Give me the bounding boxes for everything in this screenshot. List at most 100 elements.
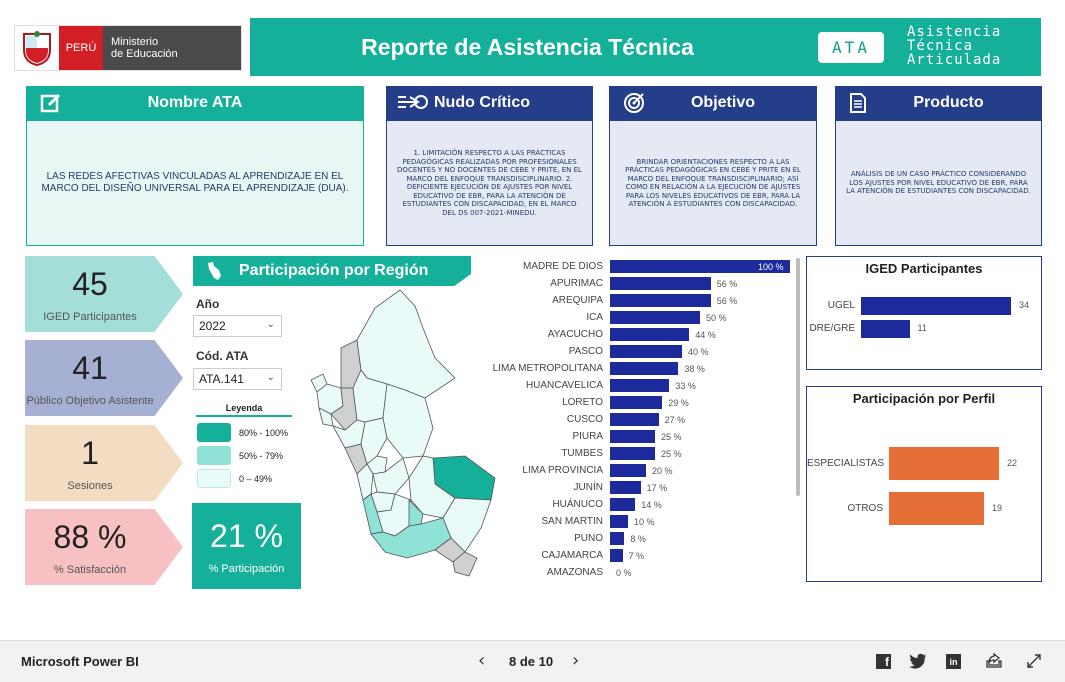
region-bar[interactable] [610,362,679,375]
iged-chart-label: DRE/GRE [809,323,855,334]
perfil-chart-value: 19 [992,502,1003,513]
kpi-sesiones-label: Sesiones [67,479,113,492]
region-bar-value: 27 % [664,415,686,425]
region-bar-value: 25 % [661,449,682,459]
ata-line1: Asistencia [907,24,1002,40]
region-bar-value: 17 % [646,483,668,493]
region-title: Participación por Región [239,262,429,279]
legend-swatch-mid [197,446,231,465]
region-bar[interactable] [610,481,641,494]
region-bar-value: 0 % [616,568,632,578]
region-bar[interactable] [610,413,659,426]
region-bar-value: 33 % [675,381,696,391]
region-bar[interactable] [610,379,670,392]
region-bar[interactable] [610,311,700,324]
nudo-critico-text: 1. LIMITACIÓN RESPECTO A LAS PRÁCTICAS P… [386,120,593,246]
region-bar-label: AYACUCHO [547,329,603,340]
peru-map-icon [205,261,223,285]
region-bar-label: MADRE DE DIOS [522,261,603,272]
nombre-ata-title: Nombre ATA [147,94,243,111]
legend-swatch-high [197,423,231,442]
perfil-bar-chart[interactable]: ESPECIALISTAS 22 OTROS 19 [807,447,1043,547]
year-value: 2022 [199,319,226,333]
next-page-icon[interactable]: › [572,650,580,671]
iged-chart-bar[interactable] [861,297,1011,315]
iged-chart-value: 34 [1019,300,1030,310]
iged-bar-chart[interactable]: UGEL 34 DRE/GRE 11 [807,297,1043,357]
region-bar[interactable] [610,277,711,290]
region-bar-value: 100 % [758,262,784,272]
fullscreen-icon[interactable] [1026,653,1042,673]
region-bar-value: 8 % [630,534,646,544]
perfil-chart-label: OTROS [847,502,883,514]
nombre-ata-header: Nombre ATA [26,86,364,120]
region-bar-value: 25 % [661,432,682,442]
peru-map[interactable] [305,288,505,578]
legend-title: Leyenda [196,403,292,417]
region-bar-label: SAN MARTIN [541,516,604,527]
region-bar-label: TUMBES [561,448,603,459]
code-dropdown[interactable]: ATA.141 ⌄ [193,368,282,390]
objetivo-title: Objetivo [690,94,755,111]
year-dropdown[interactable]: 2022 ⌄ [193,315,282,337]
region-bar[interactable] [610,345,682,358]
kpi-iged-value: 45 [72,265,108,302]
region-bar-label: HUÁNUCO [552,499,603,510]
linkedin-icon[interactable]: in [946,654,961,669]
region-bar[interactable] [610,294,711,307]
arrows-icon [396,93,430,116]
region-bar[interactable] [610,260,790,273]
objetivo-header: Objetivo [609,86,817,120]
participation-label: % Participación [208,562,285,575]
peru-label: PERÚ [59,26,103,70]
ministry-line1: Ministerio [111,36,159,48]
perfil-chart-bar[interactable] [889,447,999,480]
report-header: Reporte de Asistencia Técnica ATA Asiste… [250,18,1041,76]
region-bar-label: LIMA METROPOLITANA [492,363,603,374]
region-bar-value: 29 % [668,398,689,408]
region-bar[interactable] [610,328,690,341]
region-bar[interactable] [610,498,636,511]
ministry-line2: de Educación [111,48,178,60]
region-bar-value: 38 % [684,364,705,374]
perfil-panel-title: Participación por Perfil [852,391,996,406]
region-bar-chart[interactable]: MADRE DE DIOS 100 % APURIMAC 56 % AREQUIPA 56… [490,258,790,584]
participation-value: 21 % [210,517,283,554]
twitter-icon[interactable] [909,653,927,673]
region-bar[interactable] [610,532,625,545]
kpi-publico-value: 41 [72,349,108,386]
region-bar[interactable] [610,464,646,477]
region-header: Participación por Región [193,256,471,286]
region-bar[interactable] [610,430,655,443]
chart-scrollbar[interactable] [796,258,800,496]
kpi-satisfaccion-label: % Satisfacción [53,563,127,576]
ministry-name: Ministerio de Educación [103,26,241,70]
region-bar-label: LIMA PROVINCIA [522,465,603,476]
region-bar-label: PIURA [572,431,603,442]
page-title: Reporte de Asistencia Técnica [361,33,694,60]
map-region-tacna [452,551,478,577]
iged-panel: IGED Participantes UGEL 34 DRE/GRE 11 [806,256,1042,370]
producto-title: Producto [913,94,984,111]
kpi-publico: 41 Público Objetivo Asistente [25,340,183,416]
prev-page-icon[interactable]: ‹ [478,650,486,671]
code-label: Cód. ATA [196,349,249,363]
region-bar-value: 40 % [688,347,709,357]
minedu-logo: PERÚ Ministerio de Educación [14,25,242,71]
legend-label-high: 80% - 100% [239,428,289,438]
legend-label-mid: 50% - 79% [239,451,284,461]
region-bar[interactable] [610,515,628,528]
iged-chart-bar[interactable] [861,320,910,338]
region-bar-value: 20 % [652,466,673,476]
powerbi-brand[interactable]: Microsoft Power BI [21,654,139,669]
share-icon[interactable] [985,652,1003,673]
edit-icon [40,92,62,119]
region-bar[interactable] [610,396,663,409]
perfil-chart-bar[interactable] [889,492,984,525]
region-bar[interactable] [610,549,623,562]
kpi-sesiones-value: 1 [81,434,99,471]
ata-badge: ATA [818,32,884,63]
facebook-icon[interactable]: f [876,654,891,669]
region-bar-value: 7 % [628,551,645,561]
region-bar[interactable] [610,447,655,460]
